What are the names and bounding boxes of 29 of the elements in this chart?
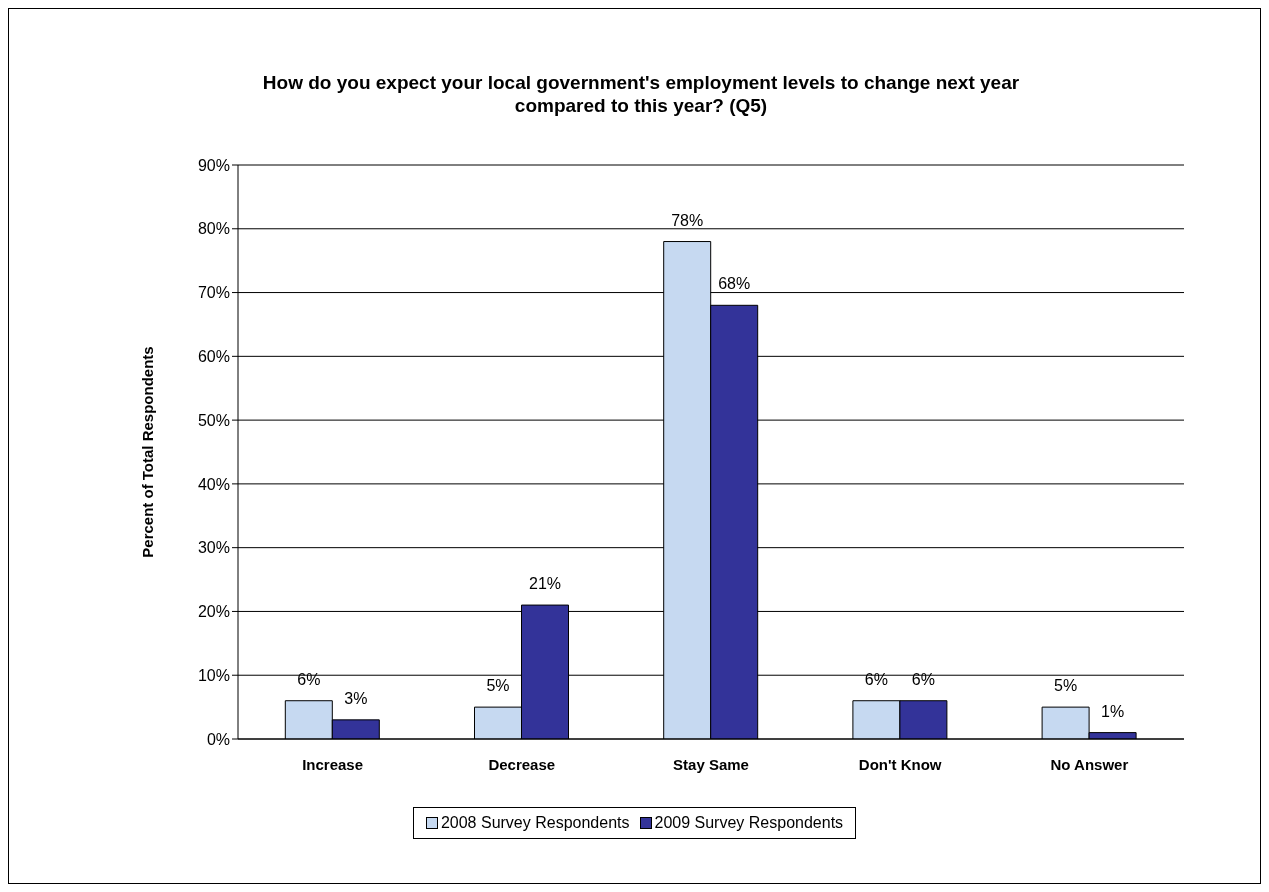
y-tick-label: 90% xyxy=(197,156,230,174)
data-label: 3% xyxy=(344,689,368,707)
data-label: 5% xyxy=(486,677,510,695)
y-tick-label: 30% xyxy=(197,539,230,557)
data-label: 78% xyxy=(671,211,704,229)
x-tick-label: Decrease xyxy=(488,755,556,773)
y-tick-label: 20% xyxy=(197,603,230,621)
y-tick-label: 50% xyxy=(197,411,230,429)
y-tick-label: 70% xyxy=(197,284,230,302)
y-tick-label: 0% xyxy=(206,730,230,748)
y-axis-title: Percent of Total Respondents xyxy=(139,346,157,558)
data-label: 6% xyxy=(297,670,321,688)
x-tick-label: Don't Know xyxy=(858,755,942,773)
chart-title: How do you expect your local government's employment levels to change next year compared to this year? (Q5) xyxy=(261,71,1021,117)
y-tick-label: 40% xyxy=(197,475,230,493)
x-tick-label: Stay Same xyxy=(673,755,749,773)
data-label: 21% xyxy=(528,575,562,593)
legend-label: 2009 Survey Respondents xyxy=(653,814,844,832)
data-label: 68% xyxy=(718,275,751,293)
x-tick-label: No Answer xyxy=(1050,755,1129,773)
data-label: 6% xyxy=(864,670,888,688)
legend-label: 2008 Survey Respondents xyxy=(439,814,630,832)
y-tick-label: 80% xyxy=(197,220,230,238)
data-label: 5% xyxy=(1054,677,1078,695)
data-label: 6% xyxy=(911,670,935,688)
data-label: 1% xyxy=(1101,702,1125,720)
x-tick-label: Increase xyxy=(302,755,364,773)
y-tick-label: 60% xyxy=(197,348,230,366)
y-tick-label: 10% xyxy=(197,666,230,684)
